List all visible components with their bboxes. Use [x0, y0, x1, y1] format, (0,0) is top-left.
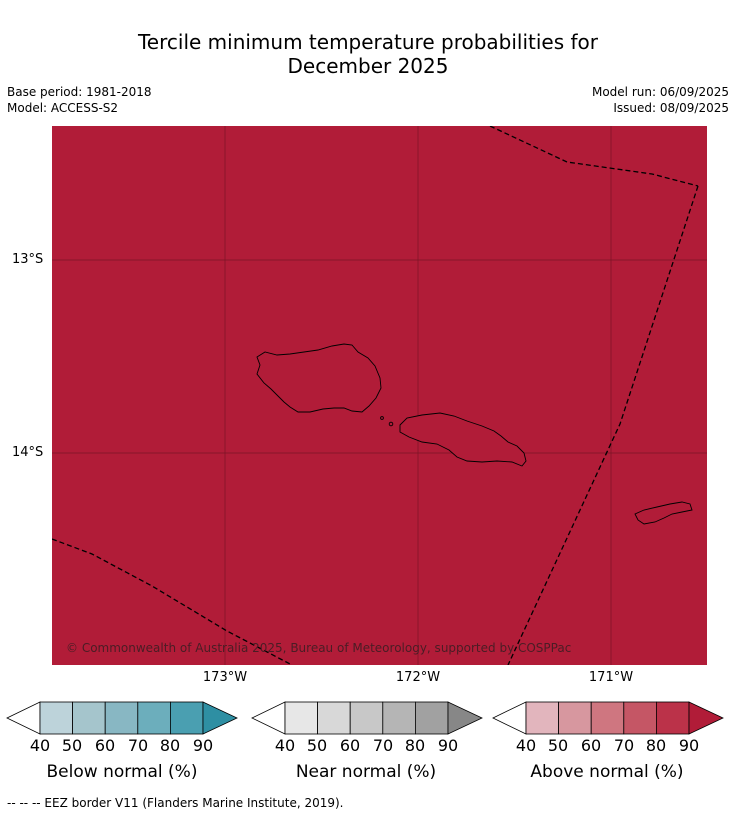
- cbar-segment: [317, 701, 351, 735]
- cbar1-tick: 40: [274, 736, 296, 755]
- title-line-2: December 2025: [287, 54, 449, 78]
- copyright-notice: © Commonwealth of Australia 2025, Bureau…: [66, 641, 572, 655]
- eez-border-north: [489, 126, 699, 187]
- lat-label-13s: 13°S: [12, 252, 44, 267]
- map-title: Tercile minimum temperature probabilitie…: [0, 30, 736, 78]
- cbar2-tick: 40: [515, 736, 537, 755]
- cbar-over-arrow: [688, 701, 724, 735]
- cbar-segment: [137, 701, 171, 735]
- tutuila-island: [634, 501, 693, 525]
- cbar2-tick: 90: [678, 736, 700, 755]
- cbar0-tick: 40: [29, 736, 51, 755]
- lon-label-171w: 171°W: [588, 670, 634, 685]
- cbar-segment: [349, 701, 384, 735]
- lon-label-172w: 172°W: [395, 670, 441, 685]
- cbar-title-below: Below normal (%): [46, 762, 198, 782]
- colorbar-below-normal: [6, 701, 238, 735]
- colorbar-above-normal: [492, 701, 724, 735]
- islet-2: [388, 421, 394, 427]
- cbar-segment: [655, 701, 690, 735]
- cbar-segment: [525, 701, 559, 735]
- cbar-segment: [414, 701, 449, 735]
- graticule: [52, 126, 707, 665]
- model-run: Model run: 06/09/2025: [591, 85, 729, 99]
- lon-label-173w: 173°W: [202, 670, 248, 685]
- cbar1-tick: 80: [404, 736, 426, 755]
- issued-date: Issued: 08/09/2025: [613, 101, 729, 115]
- cbar1-tick: 90: [437, 736, 459, 755]
- model-name: Model: ACCESS-S2: [7, 101, 119, 115]
- map-canvas: [52, 126, 707, 665]
- lat-label-14s: 14°S: [12, 445, 44, 460]
- islet-1: [380, 416, 384, 420]
- meta-left: Base period: 1981-2018 Model: ACCESS-S2: [7, 84, 152, 116]
- cbar0-tick: 60: [94, 736, 116, 755]
- cbar-segment: [104, 701, 139, 735]
- eez-border-east: [507, 185, 699, 665]
- cbar-segment: [284, 701, 318, 735]
- cbar-over-arrow: [447, 701, 483, 735]
- cbar0-tick: 90: [192, 736, 214, 755]
- cbar-under-arrow: [251, 701, 286, 735]
- cbar-under-arrow: [6, 701, 41, 735]
- meta-right: Model run: 06/09/2025 Issued: 08/09/2025: [592, 84, 729, 116]
- cbar1-tick: 50: [306, 736, 328, 755]
- islands: [256, 343, 693, 525]
- colorbar-near-normal: [251, 701, 483, 735]
- cbar-segment: [590, 701, 625, 735]
- eez-border-southwest: [52, 538, 293, 665]
- cbar-segment: [558, 701, 592, 735]
- cbar0-tick: 50: [61, 736, 83, 755]
- title-line-1: Tercile minimum temperature probabilitie…: [137, 30, 599, 54]
- cbar2-tick: 50: [547, 736, 569, 755]
- probability-fill: [52, 126, 707, 665]
- cbar2-tick: 60: [580, 736, 602, 755]
- map-panel: [52, 126, 707, 665]
- base-period: Base period: 1981-2018: [7, 85, 152, 99]
- cbar-segment: [169, 701, 204, 735]
- cbar-segment: [382, 701, 416, 735]
- cbar-title-near: Near normal (%): [295, 762, 437, 782]
- cbar1-tick: 70: [372, 736, 394, 755]
- cbar-segment: [72, 701, 106, 735]
- cbar-over-arrow: [202, 701, 238, 735]
- cbar-segment: [623, 701, 657, 735]
- eez-legend-note: -- -- -- EEZ border V11 (Flanders Marine…: [7, 796, 344, 810]
- cbar2-tick: 70: [613, 736, 635, 755]
- cbar-segment: [39, 701, 73, 735]
- cbar0-tick: 80: [159, 736, 181, 755]
- upolu-island: [399, 412, 527, 467]
- cbar-title-above: Above normal (%): [530, 762, 684, 782]
- cbar0-tick: 70: [127, 736, 149, 755]
- cbar2-tick: 80: [645, 736, 667, 755]
- eez-borders: [52, 126, 699, 665]
- upolu-savaii-island: [256, 343, 382, 413]
- cbar-under-arrow: [492, 701, 527, 735]
- cbar1-tick: 60: [339, 736, 361, 755]
